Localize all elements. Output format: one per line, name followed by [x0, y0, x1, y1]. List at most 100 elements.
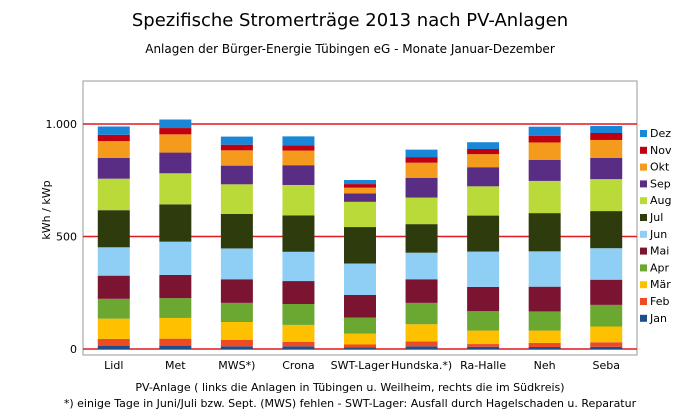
bar-segment	[220, 302, 253, 322]
bar-segment	[282, 304, 315, 325]
bar-segment	[97, 247, 130, 276]
legend-label: Apr	[650, 261, 670, 274]
bar-segment	[220, 322, 253, 340]
bar-segment	[528, 213, 561, 252]
bar-segment	[220, 165, 253, 185]
x-axis-label: PV-Anlage ( links die Anlagen in Tübinge…	[135, 381, 565, 394]
legend-label: Sep	[650, 177, 671, 190]
x-tick-label: Ra-Halle	[460, 359, 506, 372]
bar-segment	[159, 128, 192, 135]
bar-segment	[344, 347, 376, 349]
bar-segment	[405, 224, 438, 253]
bar-segment	[590, 342, 623, 347]
bar-segment	[528, 142, 561, 160]
bar-segment	[159, 134, 192, 153]
legend-swatch	[640, 130, 647, 137]
bar-segment	[467, 142, 500, 149]
bar-segment	[344, 180, 376, 185]
bar-segment	[159, 152, 192, 174]
legend-swatch	[640, 163, 647, 171]
bar-segment	[282, 150, 315, 166]
bar-segment	[159, 298, 192, 318]
bar-segment	[97, 126, 130, 135]
bar-segment	[220, 279, 253, 303]
bar-segment	[282, 251, 315, 282]
bar-segment	[344, 333, 376, 345]
bar-segment	[528, 311, 561, 331]
legend-label: Aug	[650, 194, 671, 207]
y-axis: 0 500 1.000	[46, 118, 78, 356]
bar-segment	[590, 133, 623, 140]
bar-segment	[405, 252, 438, 280]
bar-segment	[344, 344, 376, 348]
bar-segment	[159, 338, 192, 346]
bars	[97, 119, 623, 349]
legend-label: Nov	[650, 144, 672, 157]
legend-swatch	[640, 197, 647, 205]
bar-segment	[97, 178, 130, 211]
bar-segment	[528, 126, 561, 136]
bar-segment	[467, 148, 500, 155]
x-tick-label: Crona	[282, 359, 314, 372]
legend-label: Jan	[649, 312, 667, 325]
bar-segment	[97, 275, 130, 299]
bar-segment	[282, 215, 315, 252]
bar-segment	[159, 317, 192, 339]
bar-segment	[344, 184, 376, 188]
bar-segment	[97, 338, 130, 346]
bar-segment	[590, 304, 623, 327]
bar-segment	[405, 178, 438, 198]
bar-segment	[159, 173, 192, 205]
bar-segment	[159, 345, 192, 349]
bar-segment	[220, 340, 253, 347]
bar-segment	[405, 324, 438, 342]
bar-segment	[590, 126, 623, 133]
bar-segment	[528, 251, 561, 287]
bar-segment	[344, 227, 376, 264]
bar-segment	[159, 204, 192, 242]
y-tick-label: 500	[56, 231, 77, 244]
x-tick-label: Seba	[592, 359, 619, 372]
bar-segment	[590, 157, 623, 180]
bar-segment	[97, 298, 130, 319]
legend-swatch	[640, 281, 647, 289]
bar-segment	[528, 330, 561, 343]
bar-segment	[220, 136, 253, 145]
bar-segment	[467, 286, 500, 312]
bar-segment	[220, 248, 253, 280]
bar-segment	[528, 180, 561, 214]
legend-swatch	[640, 247, 647, 255]
footnote: *) einige Tage in Juni/Juli bzw. Sept. (…	[63, 397, 637, 410]
legend-swatch	[640, 214, 647, 221]
legend-swatch	[640, 298, 647, 305]
bar-segment	[344, 193, 376, 202]
bar-segment	[220, 346, 253, 349]
bar-segment	[344, 295, 376, 318]
legend-label: Dez	[650, 127, 671, 140]
y-tick-label: 0	[70, 343, 77, 356]
bar-segment	[344, 201, 376, 228]
bar-segment	[282, 324, 315, 342]
bar-segment	[220, 184, 253, 214]
bar-segment	[97, 318, 130, 339]
bar-segment	[220, 214, 253, 249]
bar-segment	[159, 274, 192, 299]
bar-segment	[282, 165, 315, 185]
legend-label: Okt	[650, 161, 670, 174]
bar-segment	[528, 342, 561, 347]
bar-segment	[405, 302, 438, 325]
legend-label: Mai	[650, 245, 669, 258]
bar-segment	[590, 179, 623, 212]
bar-segment	[467, 215, 500, 252]
bar-segment	[590, 346, 623, 349]
legend-swatch	[640, 230, 647, 238]
bar-segment	[528, 160, 561, 181]
legend-swatch	[640, 180, 647, 188]
x-tick-label: SWT-Lager	[331, 359, 390, 372]
bar-segment	[344, 187, 376, 194]
bar-segment	[344, 317, 376, 334]
bar-segment	[467, 344, 500, 347]
y-tick-label: 1.000	[46, 118, 78, 131]
bar-segment	[528, 286, 561, 312]
y-axis-label: kWh / kWp	[40, 180, 53, 239]
